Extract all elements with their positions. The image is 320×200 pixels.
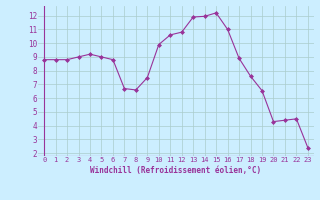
X-axis label: Windchill (Refroidissement éolien,°C): Windchill (Refroidissement éolien,°C) [91, 166, 261, 175]
